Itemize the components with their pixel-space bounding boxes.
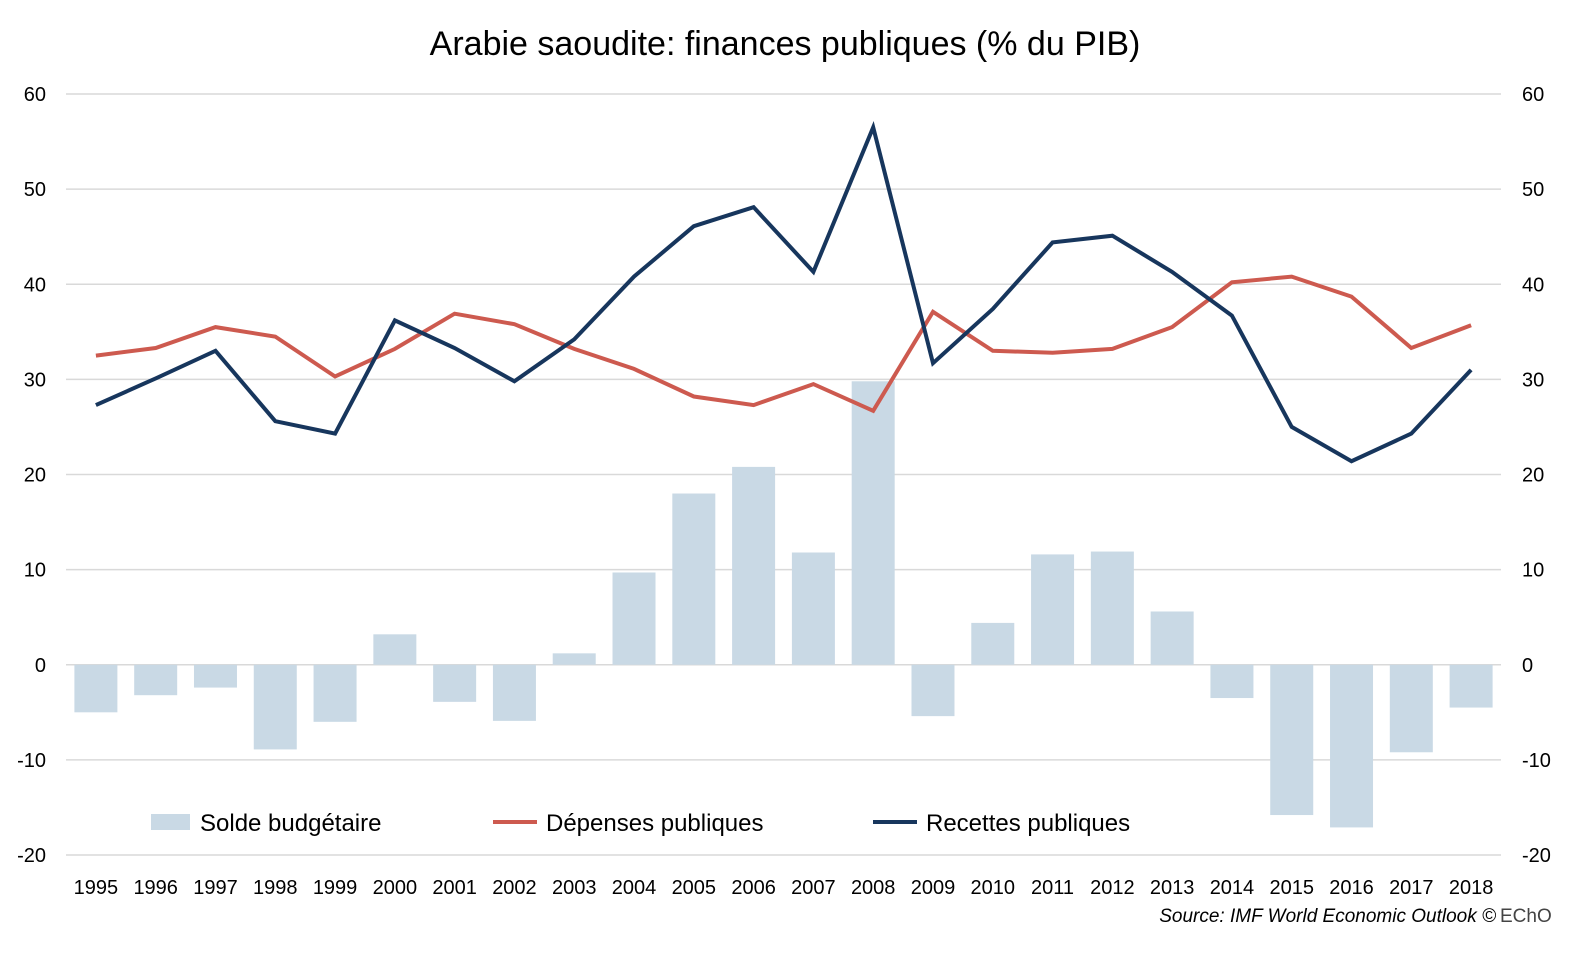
x-tick-label: 1996: [133, 877, 178, 899]
y-tick-label-right: 40: [1522, 274, 1544, 296]
bar-2000: [373, 634, 417, 665]
y-tick-label-left: 40: [24, 274, 46, 296]
bar-2006: [732, 466, 776, 665]
lines: [95, 120, 1473, 464]
bar-2011: [1031, 554, 1075, 665]
source-note: Source: IMF World Economic Outlook ©: [1159, 906, 1496, 927]
x-tick-label: 2008: [851, 877, 896, 899]
x-tick-label: 2000: [373, 877, 418, 899]
y-tick-label-left: -10: [17, 750, 46, 772]
y-tick-label-left: 30: [24, 369, 46, 391]
y-axis-right: -20 -10 0 10 20 30 40 50 60: [1522, 84, 1551, 867]
bar-2012: [1090, 551, 1134, 665]
bar-1997: [193, 664, 237, 688]
x-tick-label: 2002: [492, 877, 537, 899]
x-tick-label: 2007: [791, 877, 836, 899]
bar-2005: [672, 493, 716, 665]
bar-2001: [433, 664, 477, 702]
bar-2017: [1389, 664, 1433, 753]
bar-1996: [134, 664, 178, 696]
legend-label-depenses: Dépenses publiques: [546, 810, 764, 837]
y-axis-left: -20 -10 0 10 20 30 40 50 60: [17, 84, 46, 867]
x-tick-label: 2009: [911, 877, 956, 899]
x-tick-label: 2012: [1090, 877, 1135, 899]
bar-2003: [552, 653, 596, 665]
x-tick-label: 2015: [1269, 877, 1314, 899]
y-tick-label-right: -20: [1522, 845, 1551, 867]
y-tick-label-left: 50: [24, 179, 46, 201]
bar-2016: [1330, 664, 1374, 828]
x-tick-label: 2005: [672, 877, 717, 899]
x-tick-label: 1999: [313, 877, 358, 899]
y-tick-label-right: 20: [1522, 465, 1544, 487]
x-tick-label: 2010: [971, 877, 1016, 899]
y-tick-label-left: 10: [24, 560, 46, 582]
y-tick-label-right: 10: [1522, 560, 1544, 582]
bars: [74, 381, 1493, 828]
x-tick-label: 2014: [1210, 877, 1255, 899]
y-tick-label-right: 60: [1522, 84, 1544, 106]
x-tick-label: 2017: [1389, 877, 1434, 899]
chart-title: Arabie saoudite: finances publiques (% d…: [430, 25, 1141, 63]
echo-logo: EChO: [1500, 906, 1552, 927]
line-recettes: [95, 120, 1473, 464]
bar-2009: [911, 664, 955, 717]
x-tick-label: 2006: [731, 877, 776, 899]
bar-2008: [851, 381, 895, 665]
y-tick-label-right: 30: [1522, 369, 1544, 391]
x-tick-label: 1995: [74, 877, 119, 899]
bar-2018: [1449, 664, 1493, 708]
bar-2004: [612, 572, 656, 665]
x-tick-label: 1998: [253, 877, 298, 899]
x-tick-label: 2003: [552, 877, 597, 899]
x-tick-label: 1997: [193, 877, 238, 899]
bar-2015: [1270, 664, 1314, 816]
x-tick-label: 2004: [612, 877, 657, 899]
legend-label-solde: Solde budgétaire: [200, 810, 381, 837]
y-tick-label-left: 20: [24, 465, 46, 487]
bar-2007: [791, 552, 835, 665]
x-tick-label: 2018: [1449, 877, 1494, 899]
legend-swatch-solde: [151, 814, 190, 830]
bar-2010: [971, 622, 1015, 665]
x-tick-label: 2001: [432, 877, 477, 899]
y-tick-label-left: -20: [17, 845, 46, 867]
x-tick-label: 2011: [1031, 877, 1074, 899]
bar-1995: [74, 664, 118, 713]
line-depenses: [95, 274, 1472, 414]
bar-2002: [492, 664, 536, 721]
x-tick-label: 2013: [1150, 877, 1195, 899]
gridlines: [66, 93, 1501, 856]
bar-1998: [253, 664, 297, 750]
x-axis: 1995 1996 1997 1998 1999 2000 2001 2002 2003 2004…: [74, 877, 1494, 899]
legend: Solde budgétaire Dépenses publiques Rece…: [151, 810, 1130, 837]
y-tick-label-right: 0: [1522, 655, 1533, 677]
y-tick-label-left: 0: [35, 655, 46, 677]
y-tick-label-left: 60: [24, 84, 46, 106]
bar-2013: [1150, 611, 1194, 665]
x-tick-label: 2016: [1329, 877, 1374, 899]
legend-label-recettes: Recettes publiques: [926, 810, 1130, 837]
bar-1999: [313, 664, 357, 722]
y-tick-label-right: 50: [1522, 179, 1544, 201]
bar-2014: [1210, 664, 1254, 699]
y-tick-label-right: -10: [1522, 750, 1551, 772]
